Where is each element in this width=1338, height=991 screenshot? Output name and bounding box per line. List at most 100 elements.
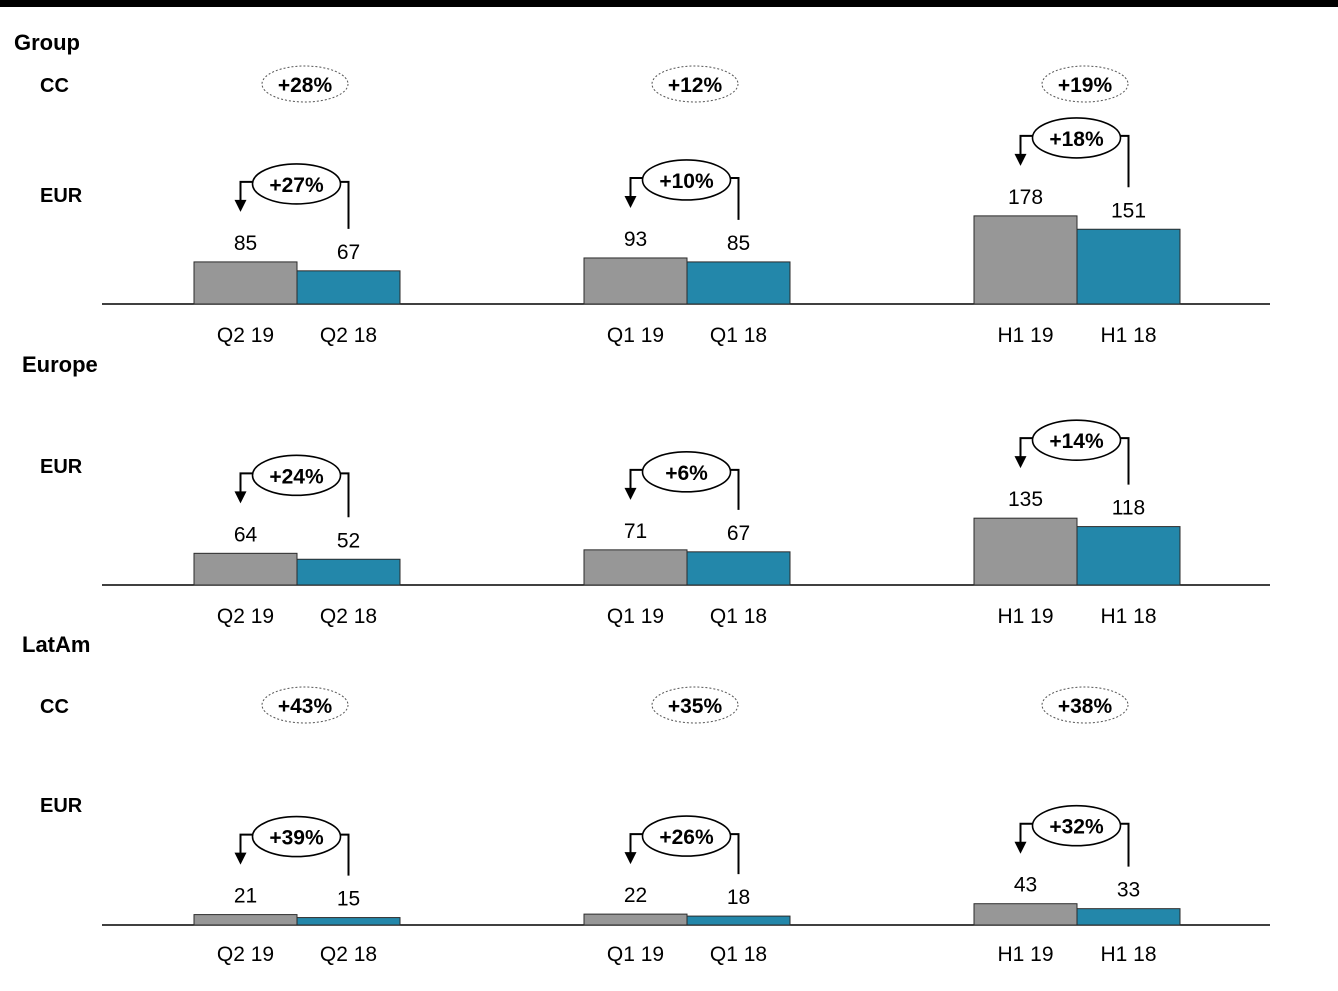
eur-row-label: EUR bbox=[40, 795, 83, 817]
down-arrow-icon bbox=[624, 195, 637, 208]
bar-current bbox=[583, 913, 688, 926]
cc-change-label: +28% bbox=[278, 74, 333, 97]
data-label: 18 bbox=[727, 886, 750, 909]
data-label: 118 bbox=[1112, 497, 1145, 520]
tick-label: Q2 19 bbox=[217, 605, 274, 628]
eur-change-label: +10% bbox=[659, 170, 714, 193]
tick-label: Q1 19 bbox=[607, 605, 664, 628]
bar-prior bbox=[1076, 228, 1181, 305]
data-label: 52 bbox=[337, 529, 360, 552]
bar-prior bbox=[296, 270, 401, 305]
section-title: Group bbox=[14, 30, 80, 55]
top-rule bbox=[0, 0, 1338, 7]
eur-change-label: +24% bbox=[269, 465, 324, 488]
eur-change-oval bbox=[1031, 804, 1122, 847]
down-arrow-icon bbox=[234, 199, 247, 212]
eur-change-oval bbox=[1031, 419, 1122, 461]
eur-change-label: +6% bbox=[665, 462, 708, 485]
tick-label: Q2 18 bbox=[320, 605, 377, 628]
tick-label: Q2 19 bbox=[217, 943, 274, 966]
bar-current bbox=[583, 257, 688, 305]
tick-label: Q2 19 bbox=[217, 324, 274, 347]
down-arrow-icon bbox=[624, 487, 637, 500]
cc-change-oval bbox=[261, 686, 349, 724]
bar-current bbox=[973, 215, 1078, 305]
bar-prior bbox=[686, 551, 791, 586]
down-arrow-icon bbox=[234, 491, 247, 504]
tick-label: Q2 18 bbox=[320, 943, 377, 966]
data-label: 43 bbox=[1014, 874, 1037, 897]
tick-label: H1 18 bbox=[1100, 324, 1156, 347]
cc-change-label: +19% bbox=[1058, 74, 1113, 97]
data-label: 135 bbox=[1008, 488, 1043, 511]
tick-label: H1 18 bbox=[1100, 943, 1156, 966]
cc-row-label: CC bbox=[40, 696, 69, 718]
data-label: 85 bbox=[234, 232, 257, 255]
down-arrow-icon bbox=[1014, 153, 1027, 166]
tick-label: H1 18 bbox=[1100, 605, 1156, 628]
bar-current bbox=[193, 552, 298, 586]
bar-prior bbox=[1076, 908, 1181, 926]
section-title: LatAm bbox=[22, 632, 90, 657]
bar-prior bbox=[686, 915, 791, 926]
cc-change-label: +12% bbox=[668, 74, 723, 97]
data-label: 85 bbox=[727, 232, 750, 255]
bar-prior bbox=[1076, 526, 1181, 586]
down-arrow-icon bbox=[624, 852, 637, 865]
data-label: 22 bbox=[624, 884, 647, 907]
cc-change-label: +35% bbox=[668, 695, 723, 718]
down-arrow-icon bbox=[1014, 841, 1027, 854]
eur-change-label: +27% bbox=[269, 174, 324, 197]
data-label: 33 bbox=[1117, 879, 1140, 902]
bar-current bbox=[973, 517, 1078, 586]
eur-change-oval bbox=[641, 451, 732, 493]
tick-label: Q1 18 bbox=[710, 943, 767, 966]
eur-change-oval bbox=[251, 454, 342, 497]
cc-change-label: +38% bbox=[1058, 695, 1113, 718]
tick-label: Q2 18 bbox=[320, 324, 377, 347]
cc-change-label: +43% bbox=[278, 695, 333, 718]
data-label: 178 bbox=[1008, 186, 1043, 209]
tick-label: Q1 18 bbox=[710, 605, 767, 628]
data-label: 67 bbox=[337, 241, 360, 264]
eur-change-label: +32% bbox=[1049, 816, 1104, 839]
eur-change-oval bbox=[251, 815, 342, 858]
down-arrow-icon bbox=[1014, 456, 1027, 469]
eur-change-label: +26% bbox=[659, 826, 714, 849]
bar-prior bbox=[296, 917, 401, 926]
cc-change-oval bbox=[261, 65, 349, 103]
data-label: 67 bbox=[727, 522, 750, 545]
bar-current bbox=[193, 914, 298, 926]
eur-row-label: EUR bbox=[40, 456, 83, 478]
eur-change-label: +39% bbox=[269, 827, 324, 850]
data-label: 151 bbox=[1111, 199, 1146, 222]
data-label: 93 bbox=[624, 228, 647, 251]
eur-row-label: EUR bbox=[40, 185, 83, 207]
down-arrow-icon bbox=[234, 852, 247, 865]
cc-change-oval bbox=[651, 686, 739, 724]
bar-current bbox=[193, 261, 298, 305]
data-label: 64 bbox=[234, 523, 258, 546]
bar-prior bbox=[686, 261, 791, 305]
eur-change-oval bbox=[641, 159, 732, 201]
eur-change-label: +18% bbox=[1049, 128, 1104, 151]
cc-row-label: CC bbox=[40, 75, 69, 97]
tick-label: H1 19 bbox=[997, 324, 1053, 347]
data-label: 15 bbox=[337, 888, 360, 911]
tick-label: Q1 18 bbox=[710, 324, 767, 347]
eur-change-oval bbox=[641, 815, 732, 857]
bar-prior bbox=[296, 558, 401, 586]
tick-label: H1 19 bbox=[997, 605, 1053, 628]
tick-label: Q1 19 bbox=[607, 943, 664, 966]
eur-change-oval bbox=[1031, 117, 1122, 159]
tick-label: Q1 19 bbox=[607, 324, 664, 347]
eur-change-label: +14% bbox=[1049, 430, 1104, 453]
data-label: 21 bbox=[234, 885, 257, 908]
bar-current bbox=[973, 903, 1078, 926]
cc-change-oval bbox=[1041, 686, 1129, 724]
cc-change-oval bbox=[1041, 65, 1129, 103]
tick-label: H1 19 bbox=[997, 943, 1053, 966]
cc-change-oval bbox=[651, 65, 739, 103]
